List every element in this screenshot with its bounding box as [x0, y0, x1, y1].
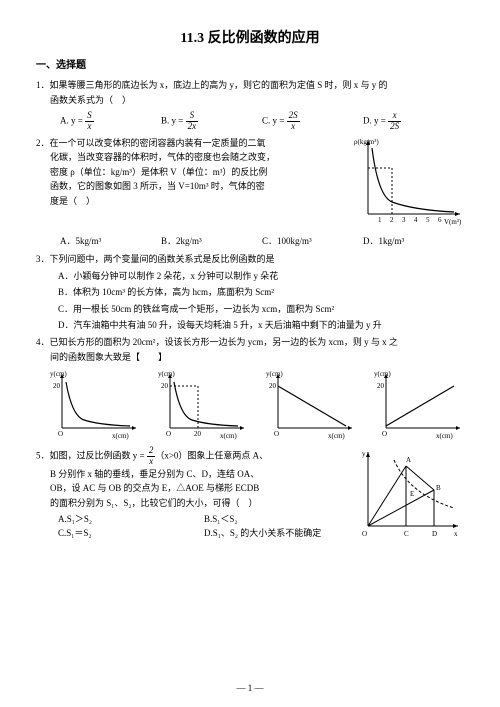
q2-options: A．5kg/m³ B．2kg/m³ C．100kg/m³ D．1kg/m³ — [60, 234, 464, 248]
q1-options: A. y = Sx B. y = S2x C. y = 2Sx D. y = x… — [60, 111, 464, 132]
section-header: 一、选择题 — [36, 58, 464, 74]
page-number: — 1 — — [0, 681, 500, 695]
svg-text:1: 1 — [378, 216, 382, 224]
svg-text:O: O — [362, 530, 367, 538]
svg-text:y(cm): y(cm) — [266, 370, 283, 378]
svg-text:C: C — [404, 530, 409, 538]
svg-text:x(cm): x(cm) — [436, 432, 453, 440]
svg-text:20: 20 — [269, 382, 277, 390]
q4-graph-3: y(cm) x(cm) 20 O — [266, 368, 356, 440]
q4-graph-row: y(cm) x(cm) 20 O y(cm) x(cm) 20 20 O y(cm) x(c… — [50, 368, 464, 440]
svg-text:y(cm): y(cm) — [50, 370, 67, 378]
svg-text:O: O — [166, 430, 171, 438]
q3-opt-d: D．汽车油箱中共有油 50 升，设每天均耗油 5 升，x 天后油箱中剩下的油量为… — [58, 318, 464, 332]
q5-opt-b: B.S₁＜S₂ — [204, 512, 350, 526]
question-4: 4．已知长方形的面积为 20cm²，设该长方形一边长为 ycm，另一边的长为 x… — [36, 335, 464, 440]
question-2: ρ(kg/m³) V(m³) 1 2 3 4 5 6 2．在一个可以改变体积的密… — [36, 136, 464, 248]
question-1: 1．如果等腰三角形的底边长为 x，底边上的高为 y，则它的面积为定值 S 时，则… — [36, 78, 464, 132]
q3-opt-b: B．体积为 10cm³ 的长方体，高为 hcm，底面积为 Scm² — [58, 285, 464, 299]
svg-text:20: 20 — [377, 382, 385, 390]
svg-text:6: 6 — [438, 216, 442, 224]
q4-graph-2: y(cm) x(cm) 20 20 O — [158, 368, 248, 440]
q5-opt-d: D.S₁、S₂ 的大小关系不能确定 — [204, 526, 350, 540]
svg-text:4: 4 — [414, 216, 418, 224]
q5-opt-c: C.S₁＝S₂ — [58, 526, 204, 540]
svg-text:y(cm): y(cm) — [158, 370, 175, 378]
svg-text:A: A — [406, 456, 411, 464]
q5-graph: y x O A B E C D — [354, 446, 464, 541]
svg-text:O: O — [274, 430, 279, 438]
q5-opt-a: A.S₁＞S₂ — [58, 512, 204, 526]
q4-stem-a: 4．已知长方形的面积为 20cm²，设该长方形一边长为 ycm，另一边的长为 x… — [36, 335, 464, 349]
svg-text:B: B — [436, 484, 441, 492]
question-3: 3．下列问题中，两个变量间的函数关系式是反比例函数的是 A．小颖每分钟可以制作 … — [36, 252, 464, 332]
svg-text:O: O — [382, 430, 387, 438]
q1-opt-b: B. y = S2x — [161, 111, 262, 132]
svg-text:x(cm): x(cm) — [112, 432, 129, 440]
q1-opt-a: A. y = Sx — [60, 111, 161, 132]
svg-text:ρ(kg/m³): ρ(kg/m³) — [354, 138, 379, 146]
q3-stem: 3．下列问题中，两个变量间的函数关系式是反比例函数的是 — [36, 252, 464, 266]
svg-text:x(cm): x(cm) — [328, 432, 345, 440]
q1-stem-b: 函数关系式为（ ） — [50, 93, 464, 107]
q2-opt-c: C．100kg/m³ — [262, 234, 363, 248]
svg-text:2: 2 — [390, 216, 394, 224]
q2-opt-d: D．1kg/m³ — [363, 234, 464, 248]
svg-text:20: 20 — [161, 382, 169, 390]
q4-stem-b: 间的函数图象大致是【 】 — [50, 350, 464, 364]
svg-text:y(cm): y(cm) — [374, 370, 391, 378]
q1-opt-d: D. y = x2S — [363, 111, 464, 132]
svg-text:O: O — [58, 430, 63, 438]
q2-opt-a: A．5kg/m³ — [60, 234, 161, 248]
svg-text:y: y — [362, 450, 366, 458]
svg-text:E: E — [410, 490, 414, 498]
svg-text:D: D — [432, 530, 437, 538]
q4-graph-4: y(cm) x(cm) 20 O — [374, 368, 464, 440]
svg-text:3: 3 — [402, 216, 406, 224]
q3-opt-a: A．小颖每分钟可以制作 2 朵花，x 分钟可以制作 y 朵花 — [58, 269, 464, 283]
question-5: yx O A B E C D 5．如图，过反比例函数 y = 2x（x>0）图象… — [36, 446, 464, 541]
page-title: 11.3 反比例函数的应用 — [36, 28, 464, 50]
svg-text:20: 20 — [194, 430, 202, 438]
q2-opt-b: B．2kg/m³ — [161, 234, 262, 248]
svg-text:5: 5 — [426, 216, 430, 224]
q3-opt-c: C．用一根长 50cm 的铁丝弯成一个矩形，一边长为 xcm，面积为 Scm² — [58, 302, 464, 316]
q1-stem-a: 1．如果等腰三角形的底边长为 x，底边上的高为 y，则它的面积为定值 S 时，则… — [36, 78, 464, 92]
svg-text:V(m³): V(m³) — [444, 218, 462, 226]
q2-graph: ρ(kg/m³) V(m³) 1 2 3 4 5 6 — [354, 136, 464, 226]
svg-text:x(cm): x(cm) — [220, 432, 237, 440]
svg-text:20: 20 — [53, 382, 61, 390]
q4-graph-1: y(cm) x(cm) 20 O — [50, 368, 140, 440]
q1-opt-c: C. y = 2Sx — [262, 111, 363, 132]
svg-text:x: x — [454, 530, 458, 538]
